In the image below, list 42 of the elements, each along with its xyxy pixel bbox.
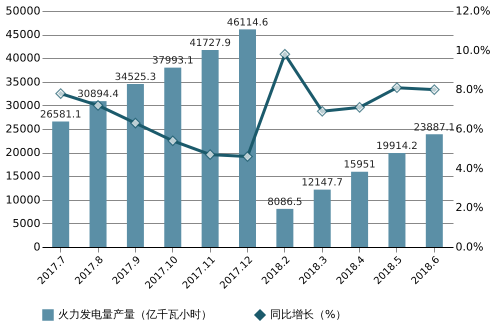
data-label: 26581.1 <box>40 110 82 121</box>
y2-tick-label: 8.0% <box>456 83 484 96</box>
bar <box>314 190 331 247</box>
y-tick-label: 50000 <box>6 4 40 18</box>
y-tick-label: 5000 <box>12 216 40 230</box>
legend-label: 同比增长（%） <box>270 308 346 321</box>
y-tick-label: 20000 <box>6 146 40 160</box>
bar <box>52 122 70 247</box>
legend-label: 火力发电量产量（亿千瓦小时） <box>58 308 212 321</box>
data-label: 19914.2 <box>376 141 418 152</box>
data-label: 30894.4 <box>77 89 119 100</box>
y-tick-label: 10000 <box>6 193 40 206</box>
y-tick-label: 25000 <box>6 122 40 136</box>
bar <box>351 172 368 247</box>
bar <box>164 68 182 247</box>
y-tick-label: 35000 <box>6 75 40 88</box>
bar <box>276 208 294 247</box>
bar <box>426 134 443 247</box>
data-label: 15951 <box>344 160 376 171</box>
bar <box>90 101 107 247</box>
data-label: 12147.7 <box>302 178 343 189</box>
y-tick-label: 0 <box>34 240 40 254</box>
y-tick-label: 45000 <box>6 28 40 42</box>
y2-tick-label: 4.0% <box>456 162 484 175</box>
data-label: 46114.6 <box>226 17 268 28</box>
data-label: 41727.9 <box>189 38 231 50</box>
y2-tick-label: 6.0% <box>456 122 484 136</box>
data-label: 23887.1 <box>414 122 455 134</box>
data-label: 8086.5 <box>267 196 302 208</box>
y2-tick-label: 0.0% <box>456 240 484 254</box>
bar <box>239 29 256 247</box>
y2-tick-label: 10.0% <box>456 44 490 57</box>
bar <box>202 50 219 247</box>
bar <box>126 84 144 247</box>
bar <box>388 153 406 247</box>
y-tick-label: 30000 <box>6 98 40 112</box>
y2-tick-label: 2.0% <box>456 201 484 214</box>
y-tick-label: 40000 <box>6 52 40 65</box>
data-label: 37993.1 <box>152 56 194 67</box>
data-label: 34525.3 <box>114 72 156 84</box>
y-tick-label: 15000 <box>6 170 40 183</box>
y2-tick-label: 12.0% <box>456 4 490 18</box>
